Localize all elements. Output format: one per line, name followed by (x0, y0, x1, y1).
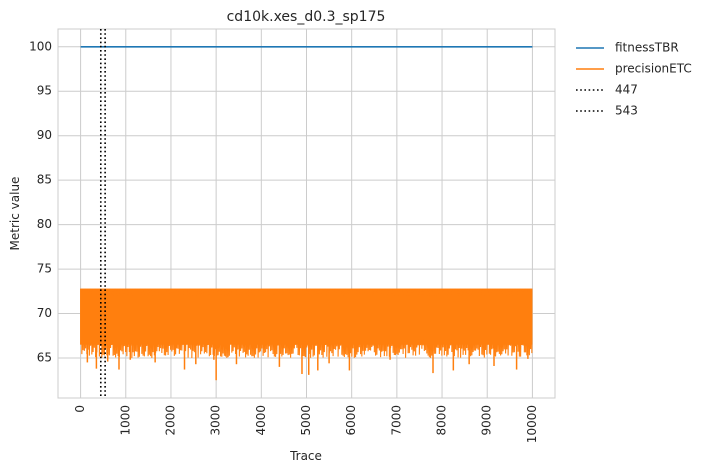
y-tick-label: 85 (37, 173, 52, 187)
x-tick-label: 8000 (435, 405, 449, 436)
x-tick-label: 2000 (163, 405, 177, 436)
y-tick-label: 80 (37, 217, 52, 231)
y-tick-label: 90 (37, 128, 52, 142)
y-tick-label: 65 (37, 350, 52, 364)
y-tick-label: 95 (37, 84, 52, 98)
y-tick-label: 75 (37, 262, 52, 276)
y-tick-label: 70 (37, 306, 52, 320)
x-tick-label: 3000 (209, 405, 223, 436)
x-tick-label: 5000 (299, 405, 313, 436)
x-tick-label: 1000 (118, 405, 132, 436)
chart-title: cd10k.xes_d0.3_sp175 (227, 9, 386, 25)
y-tick-labels: 65 70 75 80 85 90 95 100 (29, 39, 52, 364)
x-tick-label: 0 (73, 405, 87, 413)
x-tick-labels: 0 1000 2000 3000 4000 5000 6000 7000 8000 9000 100… (73, 405, 539, 443)
legend-label: 447 (615, 83, 638, 97)
x-tick-label: 9000 (480, 405, 494, 436)
y-tick-label: 100 (29, 39, 52, 53)
y-axis-label: Metric value (8, 177, 22, 251)
x-tick-label: 10000 (525, 405, 539, 443)
x-tick-label: 6000 (344, 405, 358, 436)
x-tick-label: 7000 (389, 405, 403, 436)
x-axis-label: Trace (289, 449, 322, 463)
series-layer (80, 45, 533, 381)
vline-layer (99, 29, 106, 398)
legend: fitnessTBR precisionETC 447 543 (576, 41, 692, 118)
legend-label: fitnessTBR (615, 41, 679, 55)
legend-label: 543 (615, 104, 638, 118)
precision-etc-line (80, 288, 533, 358)
x-tick-label: 4000 (254, 405, 268, 436)
legend-label: precisionETC (615, 62, 692, 76)
